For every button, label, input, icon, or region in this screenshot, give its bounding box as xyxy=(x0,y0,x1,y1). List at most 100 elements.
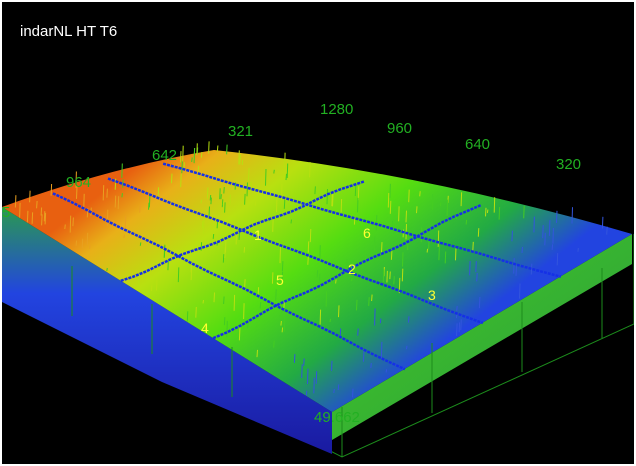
noise-spike xyxy=(389,200,392,214)
noise-spike xyxy=(150,285,153,292)
noise-spike xyxy=(156,279,158,291)
noise-spike xyxy=(380,341,383,359)
noise-spike xyxy=(221,199,224,208)
noise-spike xyxy=(190,267,193,281)
noise-spike xyxy=(239,154,241,165)
noise-spike xyxy=(281,327,284,333)
y-tick-label: 964 xyxy=(66,174,91,191)
noise-spike xyxy=(148,194,151,208)
noise-spike xyxy=(552,227,554,244)
noise-spike xyxy=(40,207,43,216)
x-tick-label: 1280 xyxy=(320,101,353,118)
noise-spike xyxy=(315,371,318,384)
noise-spike xyxy=(36,200,38,209)
noise-spike xyxy=(325,291,328,307)
noise-spike xyxy=(76,186,78,199)
region-label: 6 xyxy=(363,225,371,241)
noise-spike xyxy=(286,163,289,179)
noise-spike xyxy=(486,209,489,213)
noise-spike xyxy=(223,317,226,326)
noise-spike xyxy=(381,242,383,253)
noise-spike xyxy=(222,205,224,215)
region-label: 5 xyxy=(276,272,284,288)
noise-spike xyxy=(307,256,309,265)
noise-spike xyxy=(314,186,316,195)
chart-title: indarNL HT T6 xyxy=(20,23,118,40)
noise-spike xyxy=(43,211,46,222)
noise-spike xyxy=(477,228,480,237)
noise-spike xyxy=(205,324,207,332)
noise-spike xyxy=(275,289,277,302)
noise-spike xyxy=(426,248,429,253)
noise-spike xyxy=(340,198,343,213)
noise-spike xyxy=(200,199,202,204)
axis-labels: 320 640 960 1280 321 642 964 5 49.662 1 2 3 4 5 6 xyxy=(2,101,581,426)
noise-spike xyxy=(406,345,408,350)
noise-spike xyxy=(196,143,198,156)
noise-spike xyxy=(382,269,385,283)
noise-spike xyxy=(279,314,281,318)
noise-spike xyxy=(401,268,404,282)
x-tick-label: 320 xyxy=(556,156,581,173)
noise-spike xyxy=(387,192,390,208)
noise-spike xyxy=(498,206,501,220)
noise-spike xyxy=(44,212,47,225)
noise-spike xyxy=(177,267,180,283)
noise-spike xyxy=(14,195,17,208)
noise-spike xyxy=(195,306,197,318)
noise-spike xyxy=(208,141,210,154)
noise-spike xyxy=(265,168,267,186)
noise-spike xyxy=(250,181,252,192)
noise-spike xyxy=(247,323,249,329)
noise-spike xyxy=(106,209,109,226)
noise-spike xyxy=(456,323,458,336)
noise-spike xyxy=(305,390,308,396)
noise-spike xyxy=(89,245,91,249)
noise-spike xyxy=(148,202,150,210)
noise-spike xyxy=(243,303,245,320)
noise-spike xyxy=(257,287,260,296)
noise-spike xyxy=(259,301,262,309)
noise-spike xyxy=(309,162,311,178)
noise-spike xyxy=(408,316,410,323)
noise-spike xyxy=(212,233,215,239)
noise-spike xyxy=(122,179,124,188)
noise-spike xyxy=(551,244,554,250)
noise-spike xyxy=(256,349,258,358)
noise-spike xyxy=(346,259,348,270)
noise-spike xyxy=(530,263,533,275)
surface-top-face xyxy=(2,150,632,412)
noise-spike xyxy=(408,189,410,203)
noise-spike xyxy=(606,226,608,235)
noise-spike xyxy=(357,197,359,213)
surface-noise xyxy=(14,141,608,398)
noise-spike xyxy=(203,218,205,234)
surface xyxy=(2,150,632,454)
noise-spike xyxy=(577,247,579,252)
noise-spike xyxy=(428,239,430,250)
noise-spike xyxy=(326,188,328,205)
noise-spike xyxy=(285,173,287,181)
noise-spike xyxy=(223,296,225,305)
noise-spike xyxy=(72,217,74,227)
noise-spike xyxy=(233,294,236,311)
noise-spike xyxy=(276,196,278,213)
noise-spike xyxy=(556,210,558,223)
noise-spike xyxy=(224,202,226,213)
noise-spike xyxy=(290,219,292,224)
noise-spike xyxy=(29,190,31,203)
noise-spike xyxy=(106,188,108,198)
noise-spike xyxy=(458,322,461,333)
noise-spike xyxy=(208,206,210,218)
noise-spike xyxy=(117,196,120,210)
noise-spike xyxy=(216,145,219,152)
noise-spike xyxy=(357,328,359,336)
noise-spike xyxy=(64,224,66,230)
region-grid-lines xyxy=(52,162,562,371)
noise-spike xyxy=(220,194,222,200)
noise-spike xyxy=(209,194,212,201)
noise-spike xyxy=(273,340,275,348)
noise-spike xyxy=(186,311,189,322)
